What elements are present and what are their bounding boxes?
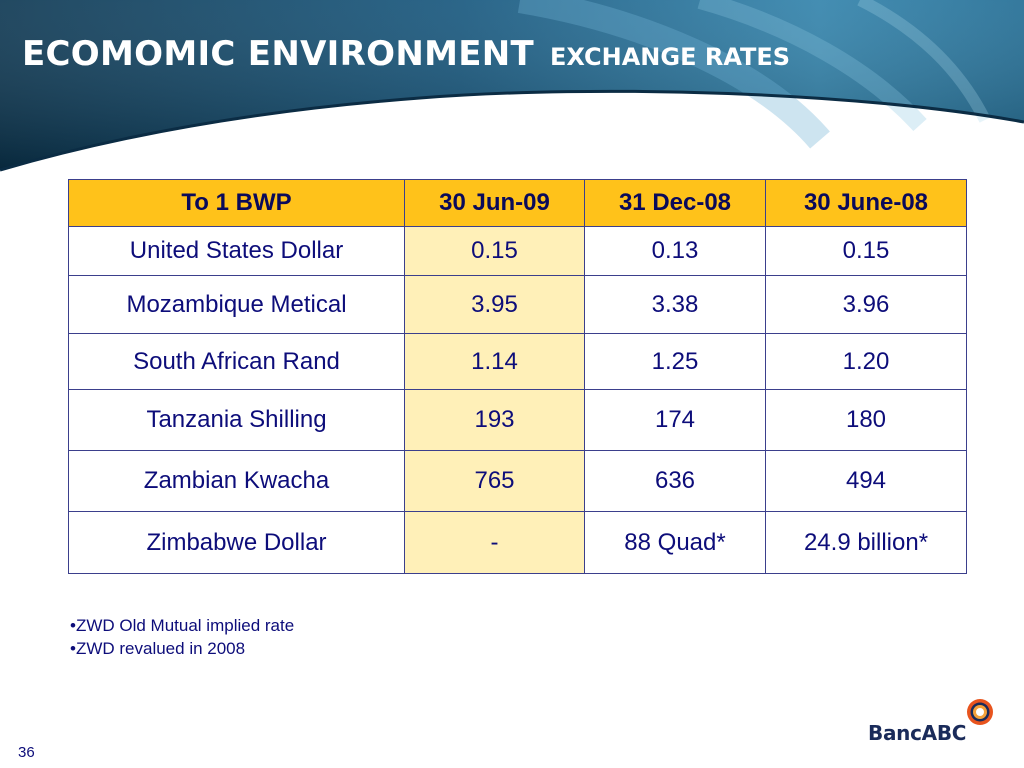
subtitle-text: EXCHANGE RATES	[549, 43, 791, 71]
column-header: 30 Jun-09	[404, 179, 585, 227]
currency-cell: United States Dollar	[68, 226, 405, 276]
rate-cell: 3.96	[765, 275, 967, 334]
rate-cell: 3.38	[584, 275, 766, 334]
currency-cell: South African Rand	[68, 333, 405, 390]
rate-cell: 0.13	[584, 226, 766, 276]
bancabc-logo: BancABC	[868, 697, 993, 749]
rate-cell: 1.20	[765, 333, 967, 390]
rate-cell: 636	[584, 450, 766, 512]
footnotes: •ZWD Old Mutual implied rate •ZWD revalu…	[70, 614, 294, 660]
currency-cell: Zimbabwe Dollar	[68, 511, 405, 574]
exchange-rates-table: To 1 BWP 30 Jun-09 31 Dec-08 30 June-08 …	[68, 179, 967, 574]
rate-cell: 0.15	[765, 226, 967, 276]
currency-cell: Mozambique Metical	[68, 275, 405, 334]
table-row: Tanzania Shilling 193 174 180	[68, 389, 967, 451]
rate-cell: 180	[765, 389, 967, 451]
currency-cell: Zambian Kwacha	[68, 450, 405, 512]
rate-cell: 1.14	[404, 333, 585, 390]
table-row: United States Dollar 0.15 0.13 0.15	[68, 226, 967, 276]
logo-name-bold: Banc	[868, 721, 922, 745]
rate-cell: 1.25	[584, 333, 766, 390]
concentric-rings-icon	[967, 699, 993, 725]
currency-cell: Tanzania Shilling	[68, 389, 405, 451]
rate-cell: 24.9 billion*	[765, 511, 967, 574]
logo-name-light: ABC	[921, 721, 967, 745]
rate-cell: 3.95	[404, 275, 585, 334]
column-header: To 1 BWP	[68, 179, 405, 227]
column-header: 31 Dec-08	[584, 179, 766, 227]
slide-title: ECOMOMIC ENVIRONMENT EXCHANGE RATES	[22, 34, 790, 74]
table-header-row: To 1 BWP 30 Jun-09 31 Dec-08 30 June-08	[68, 179, 967, 227]
rate-cell: -	[404, 511, 585, 574]
title-text: ECOMOMIC ENVIRONMENT	[22, 34, 534, 74]
table-row: South African Rand 1.14 1.25 1.20	[68, 333, 967, 390]
rate-cell: 0.15	[404, 226, 585, 276]
footnote-item: •ZWD revalued in 2008	[70, 639, 246, 658]
footnote-item: •ZWD Old Mutual implied rate	[70, 616, 295, 635]
rate-cell: 494	[765, 450, 967, 512]
rate-cell: 765	[404, 450, 585, 512]
table-row: Mozambique Metical 3.95 3.38 3.96	[68, 275, 967, 334]
table-row: Zimbabwe Dollar - 88 Quad* 24.9 billion*	[68, 511, 967, 574]
table-row: Zambian Kwacha 765 636 494	[68, 450, 967, 512]
page-number: 36	[18, 744, 35, 761]
column-header: 30 June-08	[765, 179, 967, 227]
rate-cell: 88 Quad*	[584, 511, 766, 574]
logo-wordmark: BancABC	[868, 721, 966, 745]
rate-cell: 174	[584, 389, 766, 451]
banner-graphic	[0, 0, 1024, 172]
header-banner	[0, 0, 1024, 175]
rate-cell: 193	[404, 389, 585, 451]
